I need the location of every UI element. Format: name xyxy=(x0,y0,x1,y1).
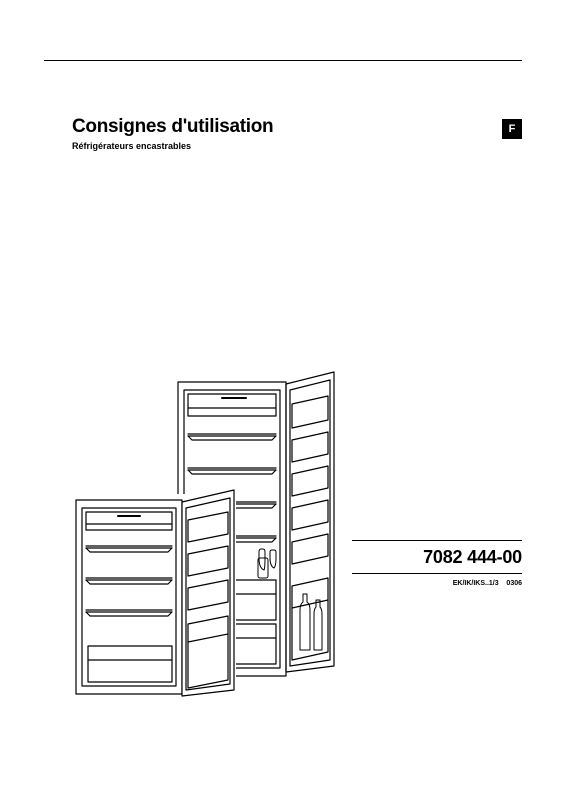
model-info: EK/IK/IKS..1/3 0306 xyxy=(453,580,522,587)
model-codes: EK/IK/IKS..1/3 xyxy=(453,580,499,587)
refrigerator-illustration xyxy=(62,370,352,710)
header: Consignes d'utilisation Réfrigérateurs e… xyxy=(72,116,522,151)
rule-below-docnum xyxy=(352,573,522,574)
language-badge: F xyxy=(502,119,522,139)
page-subtitle: Réfrigérateurs encastrables xyxy=(72,141,522,151)
date-code: 0306 xyxy=(506,580,522,587)
top-rule xyxy=(44,60,522,61)
rule-above-docnum xyxy=(352,540,522,541)
page-title: Consignes d'utilisation xyxy=(72,116,522,138)
document-number: 7082 444-00 xyxy=(423,547,522,568)
